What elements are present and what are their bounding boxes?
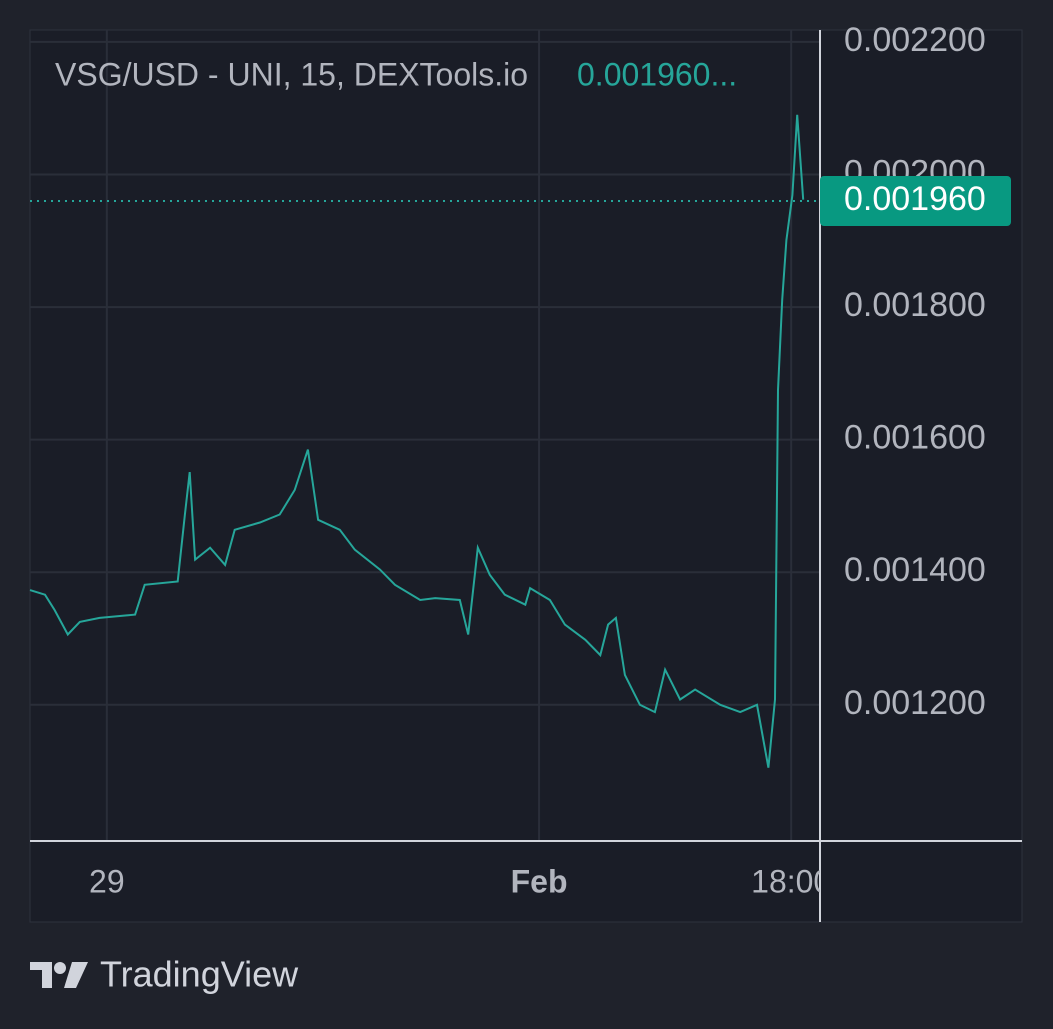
brand-logo (30, 962, 88, 988)
y-tick-label: 0.001200 (844, 684, 986, 722)
price-tag-label: 0.001960 (844, 180, 986, 218)
y-tick-label: 0.001400 (844, 551, 986, 589)
price-tag (820, 176, 1011, 227)
legend-value: 0.001960... (577, 56, 737, 92)
y-tick-label: 0.001600 (844, 419, 986, 457)
brand-name: TradingView (100, 954, 299, 995)
price-line (29, 114, 805, 768)
x-tick-label: Feb (511, 863, 568, 899)
y-tick-label: 0.002200 (844, 21, 986, 59)
x-tick-label: 29 (89, 863, 125, 899)
y-tick-label: 0.001800 (844, 286, 986, 324)
x-tick-label: 18:00 (751, 863, 831, 899)
chart-title: VSG/USD - UNI, 15, DEXTools.io (55, 56, 528, 92)
